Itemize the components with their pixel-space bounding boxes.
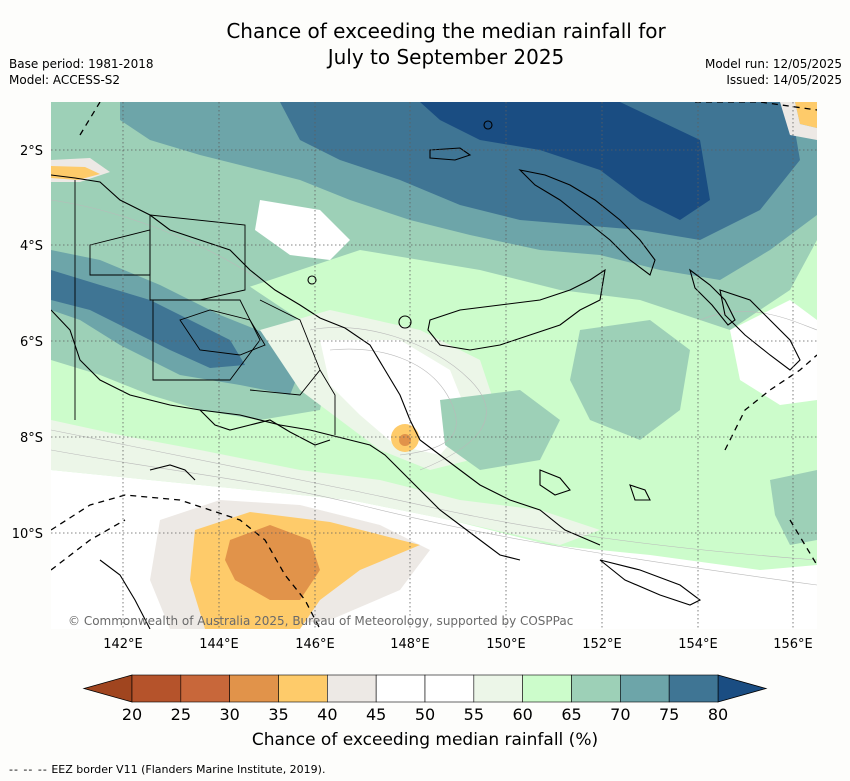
lat-label: 10°S [12,527,43,542]
coast-islet-north [483,120,493,130]
white-patch-centre [320,340,470,455]
lat-label: 4°S [20,239,43,254]
colorbar-tick-label: 55 [464,705,484,724]
coast-new-guinea-south [51,309,521,561]
colorbar-over-arrow [717,674,768,703]
colorbar-tick-label: 20 [122,705,142,724]
colorbar-swatch [327,674,377,703]
eez-north-east [695,102,817,111]
coast-new-britain [427,268,606,351]
coast-new-ireland [518,169,656,276]
lon-label: 150°E [486,637,526,652]
metadata-left: Base period: 1981-2018 Model: ACCESS-S2 [9,56,154,88]
lon-label: 142°E [103,637,143,652]
lat-label: 6°S [20,335,43,350]
copyright-text: © Commonwealth of Australia 2025, Bureau… [68,614,573,628]
colorbar-tick-label: 50 [415,705,435,724]
colorbar-tick-label: 30 [219,705,239,724]
colorbar-label: Chance of exceeding median rainfall (%) [251,730,599,750]
colorbar: 20 25 30 35 40 45 50 55 60 65 70 75 80 [82,674,768,724]
blue-band-west [51,270,245,368]
colorbar-swatch [522,674,572,703]
model-name: Model: ACCESS-S2 [9,73,121,87]
colorbar-tick-label: 45 [366,705,386,724]
orange-spot-centre [399,434,411,446]
eez-west [51,494,321,629]
colorbar-swatch [620,674,670,703]
coast-karkar [307,275,317,285]
colorbar-swatch [375,674,426,703]
title-line-1: Chance of exceeding the median rainfall … [226,19,666,43]
lon-label: 152°E [582,637,622,652]
coast-cape-york [99,559,151,629]
lon-label: 146°E [295,637,335,652]
title-line-2: July to September 2025 [327,45,565,69]
colorbar-tick-label: 65 [561,705,581,724]
colorbar-swatch [424,674,475,703]
lat-label: 2°S [20,144,43,159]
coast-torres-islands [149,464,196,481]
base-period: Base period: 1981-2018 [9,57,154,71]
colorbar-tick-label: 60 [512,705,532,724]
orange-patch-south [225,525,320,600]
eez-legend-text: EEZ border V11 (Flanders Marine Institut… [51,763,326,776]
lon-label: 156°E [773,637,813,652]
light-patch-north [255,200,350,260]
model-run-date: Model run: 12/05/2025 [704,57,842,71]
eez-east-lower [789,519,817,566]
lon-labels: 142°E 144°E 146°E 148°E 150°E 152°E 154°… [103,637,813,652]
coast-solomons [719,289,801,371]
lon-label: 154°E [678,637,718,652]
colorbar-swatch [180,674,230,703]
dark-blue-core [420,102,710,220]
teal-patch-east [570,320,690,440]
teal-patch-southeast [770,470,817,545]
colorbar-tick-label: 75 [659,705,679,724]
yellow-spot-northeast [795,102,817,128]
colorbar-tick-label: 35 [268,705,288,724]
white-patch-east [730,300,817,405]
colorbar-tick-label: 25 [171,705,191,724]
coast-dentrecasteaux [539,469,571,496]
teal-patch-southcentral [440,390,560,470]
colorbar-tick-label: 80 [708,705,728,724]
colorbar-swatch [571,674,621,703]
contour-lines [51,199,817,586]
coast-woodlark [629,484,651,501]
chart-title: Chance of exceeding the median rainfall … [0,18,850,70]
map-plot-area: © Commonwealth of Australia 2025, Bureau… [51,102,817,629]
colorbar-tick-label: 70 [610,705,630,724]
lon-label: 144°E [199,637,239,652]
footer-legend: -- -- -- EEZ border V11 (Flanders Marine… [9,763,325,776]
colorbar-swatch [278,674,328,703]
grey-spot-northeast [780,102,817,140]
coast-louisiades [599,559,702,606]
lon-label: 148°E [390,637,430,652]
coast-manus [429,147,472,161]
colorbar-swatch [668,674,719,703]
eez-borders [51,102,817,629]
colorbar-swatch [473,674,523,703]
colorbar-swatch [229,674,279,703]
lat-label: 8°S [20,431,43,446]
colorbar-under-arrow [82,674,133,703]
eez-west-lower [51,519,126,571]
colorbar-swatch [131,674,182,703]
province-boundaries [74,180,336,435]
issued-date: Issued: 14/05/2025 [726,73,842,87]
metadata-right: Model run: 12/05/2025 Issued: 14/05/2025 [705,56,842,88]
eez-legend-symbol: -- -- -- [9,763,48,776]
coast-gulf-papua [199,409,331,446]
coast-umboi [398,315,412,329]
lat-labels: 2°S 4°S 6°S 8°S 10°S [12,144,43,542]
colorbar-tick-label: 40 [317,705,337,724]
